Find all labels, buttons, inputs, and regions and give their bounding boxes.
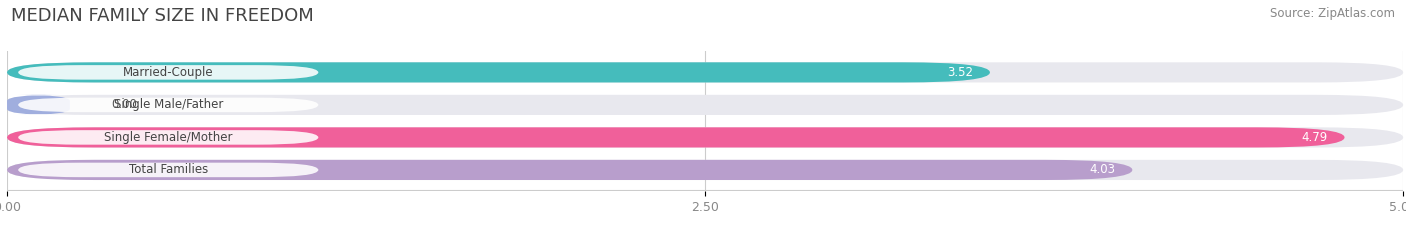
FancyBboxPatch shape: [18, 98, 318, 112]
Text: 4.03: 4.03: [1090, 163, 1115, 176]
FancyBboxPatch shape: [18, 65, 318, 80]
FancyBboxPatch shape: [18, 163, 318, 177]
Text: MEDIAN FAMILY SIZE IN FREEDOM: MEDIAN FAMILY SIZE IN FREEDOM: [11, 7, 314, 25]
FancyBboxPatch shape: [7, 95, 70, 115]
FancyBboxPatch shape: [7, 160, 1403, 180]
Text: Total Families: Total Families: [129, 163, 208, 176]
Text: Married-Couple: Married-Couple: [122, 66, 214, 79]
Text: 4.79: 4.79: [1302, 131, 1327, 144]
FancyBboxPatch shape: [18, 130, 318, 145]
FancyBboxPatch shape: [7, 127, 1403, 147]
FancyBboxPatch shape: [7, 62, 990, 82]
FancyBboxPatch shape: [7, 95, 1403, 115]
Text: 0.00: 0.00: [111, 98, 138, 111]
Text: Source: ZipAtlas.com: Source: ZipAtlas.com: [1270, 7, 1395, 20]
FancyBboxPatch shape: [7, 62, 1403, 82]
FancyBboxPatch shape: [7, 160, 1132, 180]
Text: Single Female/Mother: Single Female/Mother: [104, 131, 232, 144]
Text: Single Male/Father: Single Male/Father: [114, 98, 224, 111]
FancyBboxPatch shape: [7, 127, 1344, 147]
Text: 3.52: 3.52: [948, 66, 973, 79]
